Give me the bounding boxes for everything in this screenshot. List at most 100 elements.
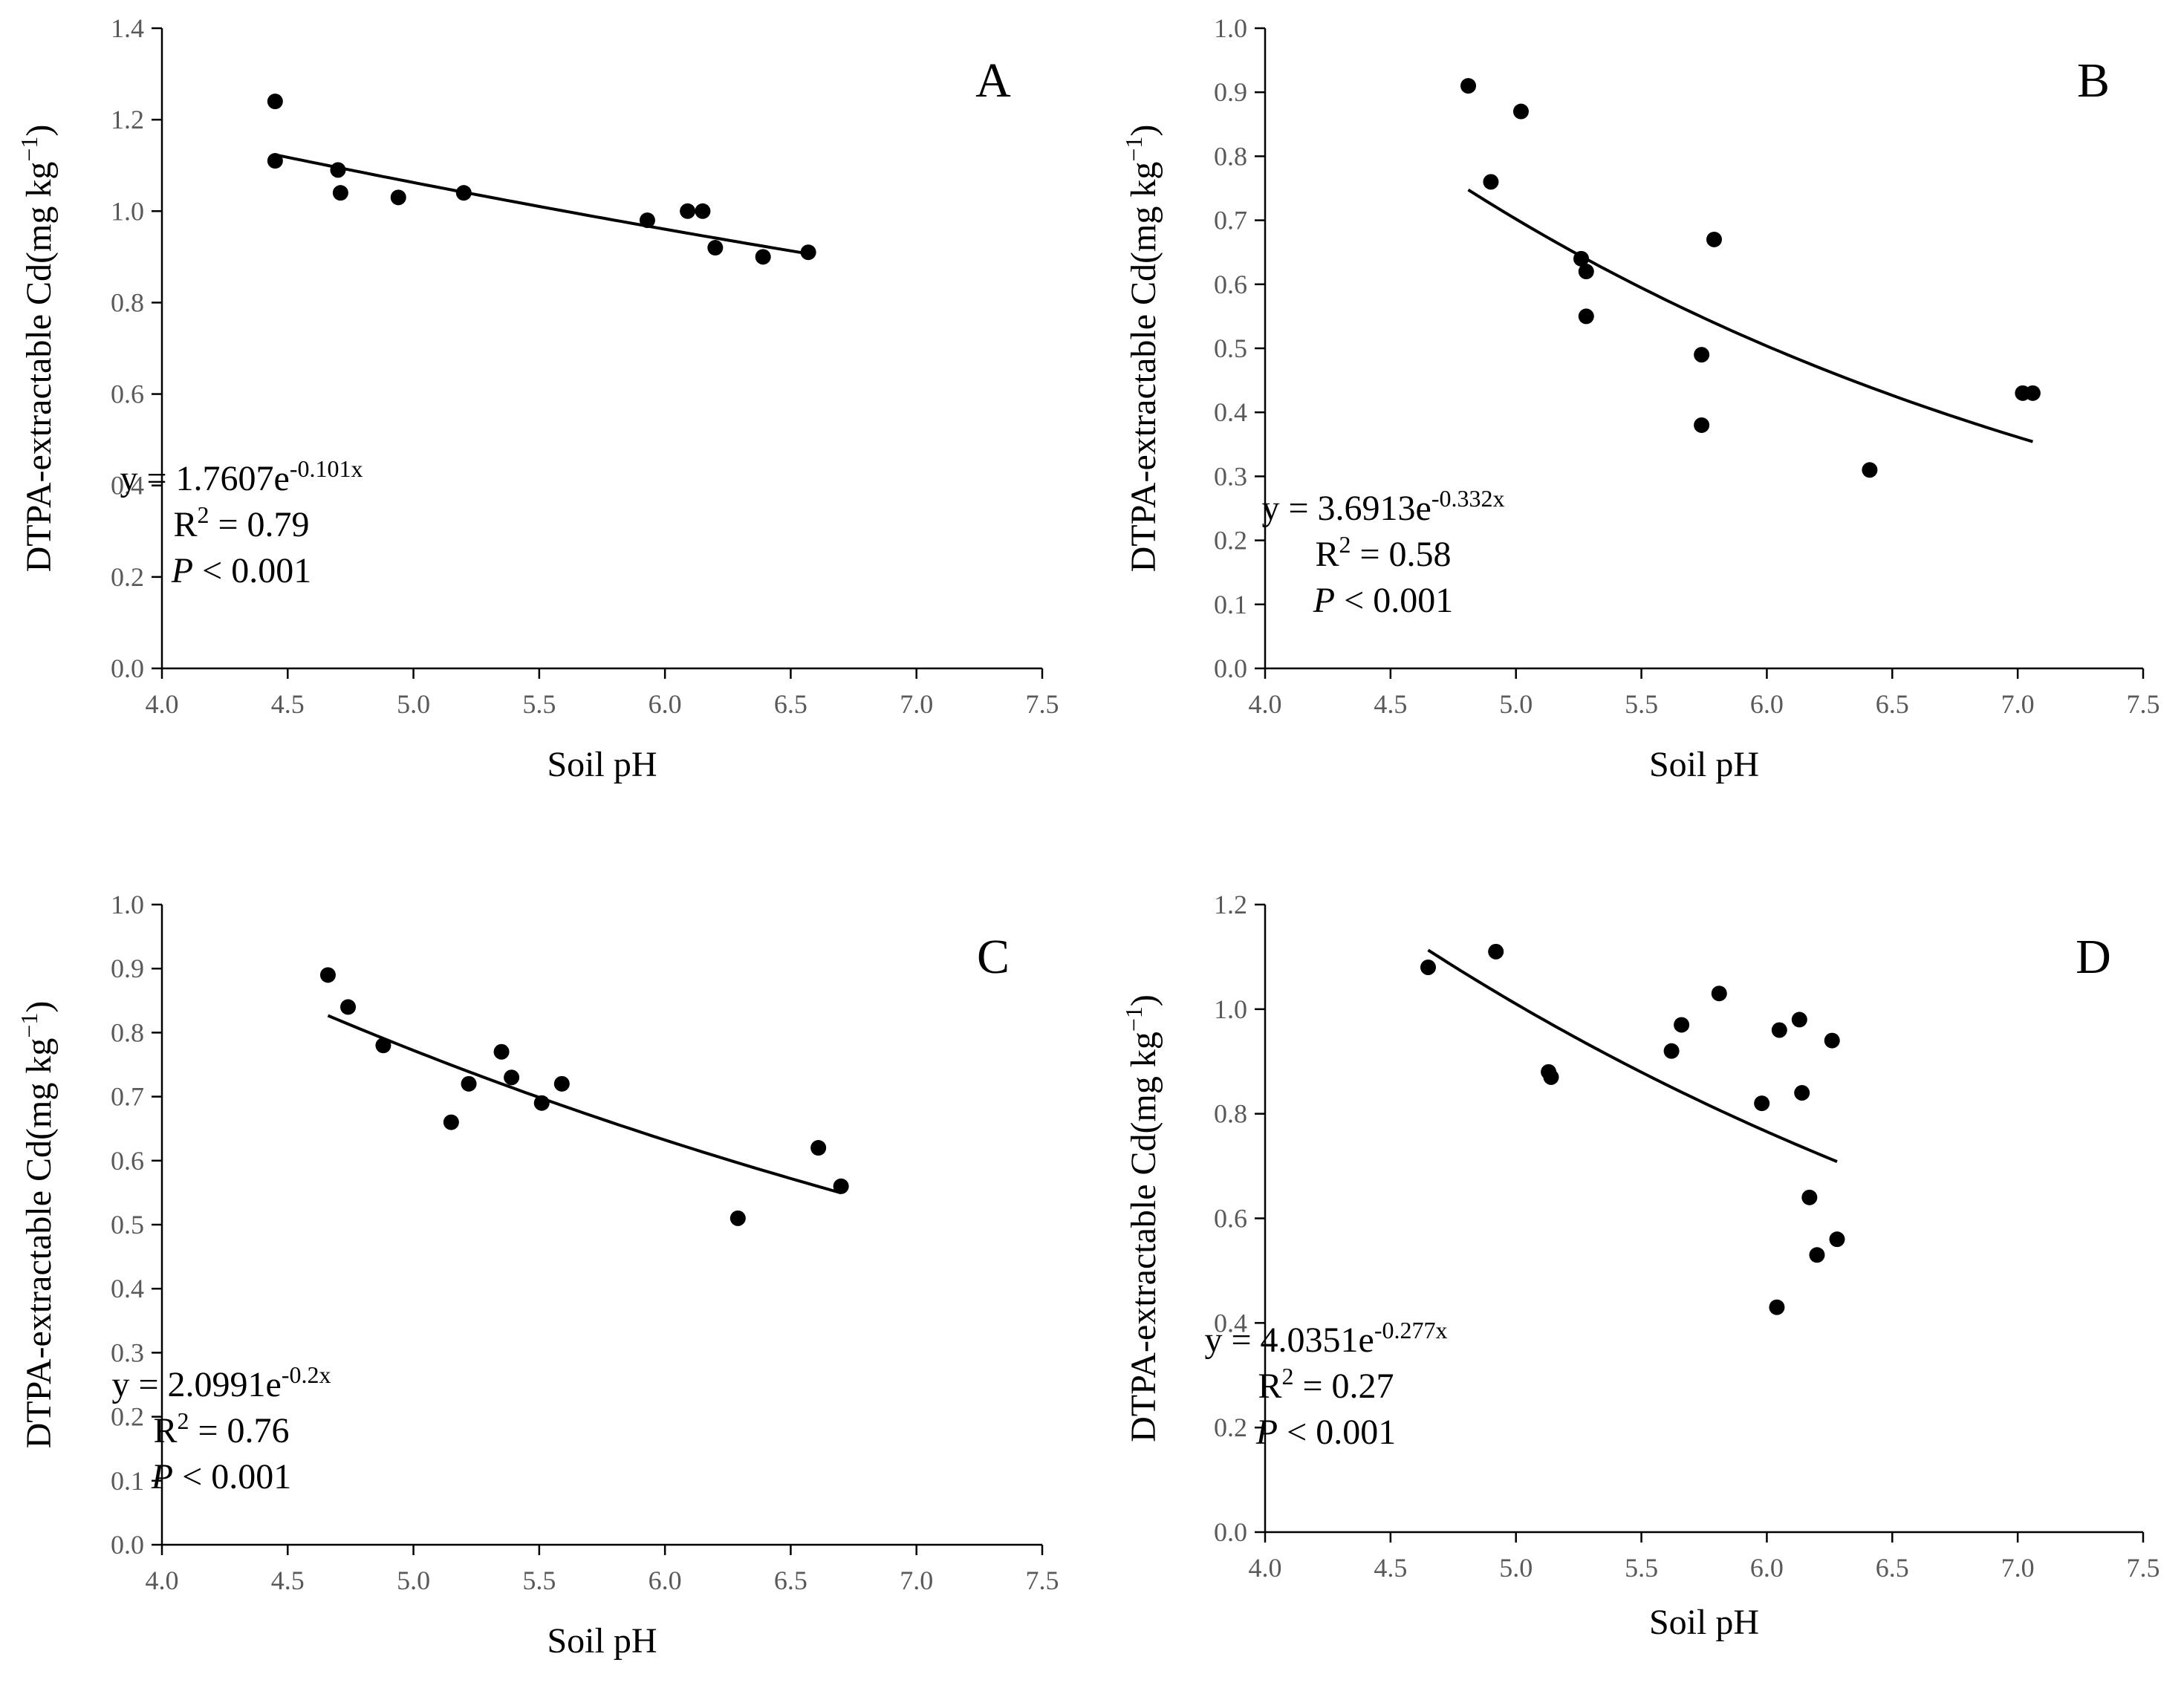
r-squared-superscript: 2 [197,501,209,528]
data-point [267,94,283,110]
r-squared-symbol: R [173,505,197,544]
y-axis-title-exponent: −1 [1120,1006,1147,1032]
x-tick-label: 5.5 [1625,1553,1658,1583]
x-tick-label: 6.5 [774,689,807,719]
y-axis-title-close: ) [1124,125,1163,137]
y-tick-label: 0.2 [1214,526,1247,556]
data-point [553,1075,570,1092]
x-tick-label: 7.5 [1026,1566,1059,1595]
equation-exponent: -0.332x [1431,485,1505,512]
trendline [327,1014,842,1195]
chart-panel-a: 0.0 0.2 0.4 0.6 0.8 1.0 1.2 1.4 4.0 4.5 5.0 5.5 6.0 6… [16,13,1059,784]
y-tick-label: 0.4 [1214,1308,1247,1338]
x-tick-label: 7.0 [2001,689,2035,719]
x-tick-label: 7.0 [900,1566,933,1595]
y-tick-label: 0.2 [111,562,144,592]
trendline [1427,948,1838,1163]
data-point [330,162,346,178]
r-squared-symbol: R [153,1411,177,1450]
x-tick-label: 5.0 [397,1566,430,1595]
y-axis-title-exponent: −1 [16,1013,42,1038]
x-tick-label: 6.0 [1750,1553,1784,1583]
data-point [1862,462,1878,478]
y-tick-label: 0.4 [1214,397,1247,427]
data-point [1578,308,1594,325]
p-value: P < 0.001 [171,551,311,590]
equation-base: y = 4.0351e [1204,1320,1374,1360]
y-tick-label: 0.4 [111,471,144,501]
data-point [493,1043,510,1060]
x-axis-title: Soil pH [547,745,657,784]
x-tick-label: 6.5 [1876,1553,1909,1583]
data-point [1791,1012,1807,1028]
equation-exponent: -0.2x [282,1361,331,1388]
y-tick-label: 1.0 [1214,994,1247,1024]
y-axis-title-exponent: −1 [16,137,42,162]
panel-label: B [2077,53,2110,108]
data-point [1694,347,1710,363]
r-squared-superscript: 2 [1339,531,1351,558]
panel-label: C [977,930,1010,984]
equation-base: y = 2.0991e [111,1365,281,1404]
data-point [267,153,283,169]
data-point [1420,960,1437,975]
data-point [1694,417,1710,433]
p-value-symbol: P [151,1457,173,1496]
x-tick-label: 6.0 [1750,689,1784,719]
data-point [680,203,696,219]
x-tick-label: 5.5 [522,1566,556,1595]
data-point [833,1178,849,1194]
equation-base: y = 1.7607e [120,459,289,498]
data-point [340,999,357,1015]
r-squared-symbol: R [1258,1367,1281,1406]
regression-equation: y = 1.7607e-0.101x [120,455,363,498]
data-point [1769,1299,1785,1315]
x-tick-label: 5.5 [1625,689,1658,719]
y-axis-title-close: ) [1124,994,1163,1006]
r-squared-symbol: R [1315,535,1339,574]
y-tick-label: 0.5 [1214,333,1247,363]
data-point [800,244,816,261]
x-tick-label: 6.5 [1876,689,1909,719]
x-tick-label: 7.0 [900,689,933,719]
y-axis-title-exponent: −1 [1120,137,1147,162]
r-squared-value: = 0.27 [1293,1367,1394,1406]
y-tick-label: 0.0 [1214,1517,1247,1547]
y-tick-label: 0.1 [111,1466,144,1496]
y-tick-label: 0.0 [1214,654,1247,683]
y-tick-label: 0.0 [111,1530,144,1560]
data-point [1460,78,1477,94]
x-tick-label: 4.0 [146,1566,179,1595]
y-tick-label: 1.2 [111,105,144,134]
data-point [1809,1247,1825,1263]
x-tick-label: 5.0 [397,689,430,719]
data-point [461,1075,477,1092]
data-point [695,203,711,219]
x-tick-label: 4.5 [1374,1553,1407,1583]
x-tick-label: 5.5 [522,689,556,719]
y-axis-title: DTPA-extractable Cd(mg kg−1) [16,1001,59,1449]
r-squared-superscript: 2 [177,1407,189,1434]
y-axis-title-close: ) [19,1001,59,1013]
x-tick-label: 6.0 [649,689,682,719]
p-value-symbol: P [1313,581,1335,620]
p-value: P < 0.001 [151,1457,291,1496]
chart-panel-d: 0.0 0.2 0.4 0.6 0.8 1.0 1.2 4.0 4.5 5.0 5.5 6.0 6.5 7… [1120,890,2160,1642]
x-tick-label: 7.0 [2001,1553,2035,1583]
y-tick-label: 1.4 [111,13,144,43]
regression-equation: y = 2.0991e-0.2x [111,1361,331,1404]
y-axis-title: DTPA-extractable Cd(mg kg−1) [1120,994,1163,1442]
panel-label: A [975,53,1011,108]
y-tick-label: 0.5 [111,1210,144,1240]
data-point [332,185,348,201]
panel-label: D [2076,930,2111,984]
y-tick-label: 1.0 [111,890,144,919]
y-tick-label: 0.6 [111,1146,144,1176]
r-squared-value: = 0.58 [1351,535,1451,574]
y-tick-label: 0.8 [1214,1099,1247,1129]
x-tick-label: 4.0 [1249,1553,1282,1583]
y-tick-label: 0.9 [111,954,144,983]
r-squared-value: = 0.79 [209,505,309,544]
data-point [1829,1231,1845,1248]
